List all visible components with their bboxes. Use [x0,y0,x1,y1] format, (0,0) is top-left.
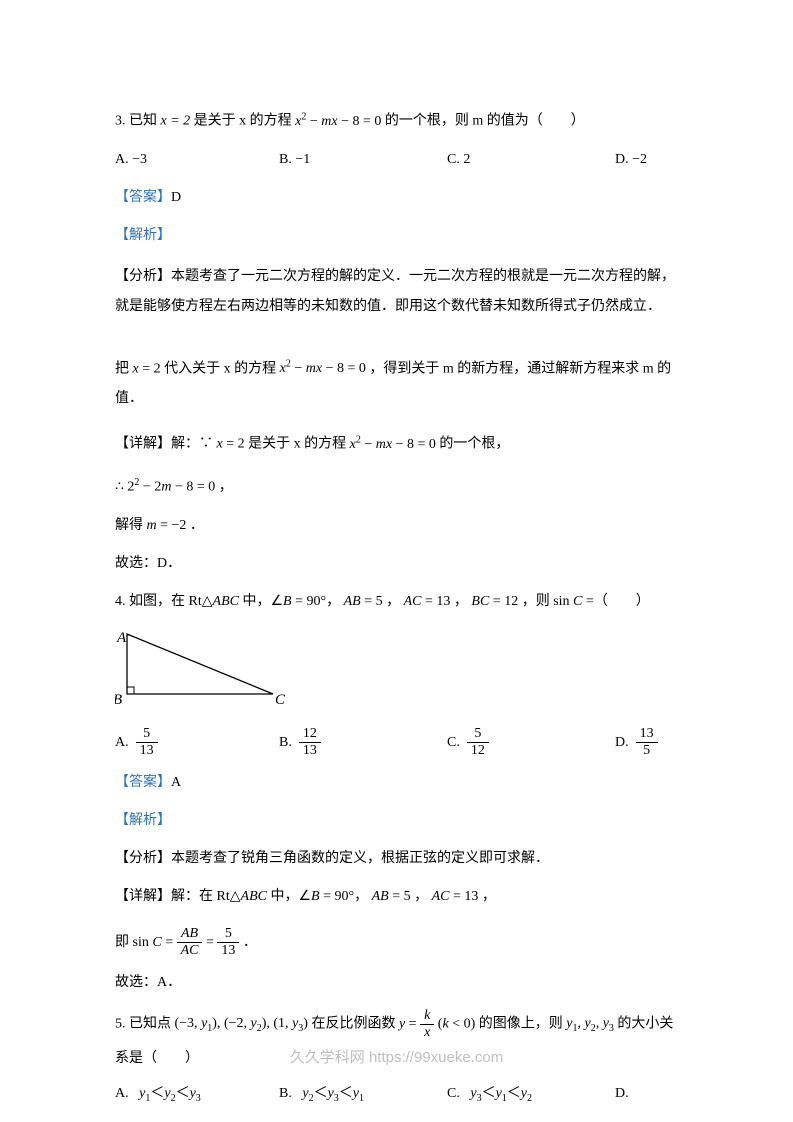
svg-text:A: A [116,632,127,646]
q4-hence: 故选：A． [115,971,678,995]
q4-sin: 即 sin C = ABAC = 513 ． [115,923,678,963]
q3-answer: 【答案】D [115,186,678,210]
q4-sin-n2: 5 [217,927,239,943]
q4-sin-prefix: 即 [115,935,129,950]
q5-opt-a: A. y1＜y2＜y3 [115,1082,279,1111]
q3-solve-eq: m = −2 [147,518,190,533]
q3-d-eq2: x2 − mx − 8 = 0 [350,437,440,452]
q4-answer: 【答案】A [115,771,678,795]
q5-opt-d: D. [615,1082,678,1111]
q4-d-den: 5 [636,743,658,758]
q4-jiexi: 【解析】 [115,809,678,833]
q4-sin-n1: AB [177,927,203,943]
q3-d-eq1: x = 2 [217,437,249,452]
q5-vars: y1, y2, y3 [566,1016,617,1031]
q3-eq1: x = 2 [161,114,194,129]
q3-solve: 解得 m = −2 ． [115,514,678,538]
q3-jiexi: 【解析】 [115,224,678,248]
q4-a-den: 13 [136,743,158,758]
q3-stem: 3. 已知 x = 2 是关于 x 的方程 x2 − mx − 8 = 0 的一… [115,105,678,134]
q4-triangle: A B C [115,632,295,712]
q5-opt-c: C. y3＜y1＜y2 [447,1082,615,1111]
q5-stem-prefix: 5. 已知点 [115,1016,171,1031]
q3-eq2: x2 − mx − 8 = 0 [295,114,385,129]
q4-opt-d: D. 135 [615,723,678,763]
q4-sin-d1: AC [177,943,203,958]
q5-stem-mid2: 的图像上，则 [479,1016,563,1031]
q3-opt-d: D. −2 [615,148,678,172]
q4-c-den: 12 [467,743,489,758]
q3-hence: 故选：D． [115,552,678,576]
q4-sin-d2: 13 [217,943,239,958]
q3-opt-d-val: −2 [632,152,647,167]
q4-d-num: 13 [636,727,658,743]
q4-ans-label: 【答案】 [115,775,171,790]
q4-ans-val: A [171,775,181,790]
q3-opt-a: A. −3 [115,148,279,172]
q4-detail: 【详解】解：在 Rt△ABC 中，∠B = 90°， AB = 5 ， AC =… [115,885,678,909]
q3-solve-label: 解得 [115,518,143,533]
q4-opt-a: A. 513 [115,723,279,763]
q4-a-num: 5 [136,727,158,743]
q5-opt-b: B. y2＜y3＜y1 [279,1082,447,1111]
q5-cond: (k < 0) [438,1016,479,1031]
q3-stem-suffix: 的一个根，则 m 的值为（ ） [385,114,585,129]
q4-stem: 4. 如图，在 Rt△ABC 中，∠B = 90°， AB = 5 ， AC =… [115,590,678,614]
svg-text:C: C [275,692,286,708]
q3-sub-eq2: x2 − mx − 8 = 0 [280,361,370,376]
svg-text:B: B [115,692,122,708]
q4-opt-c: C. 512 [447,723,615,763]
q4-sin-suffix: ． [243,935,257,950]
q4-c-num: 5 [467,727,489,743]
q3-ans-val: D [171,190,181,205]
q3-stem-mid1: 是关于 x 的方程 [194,114,292,129]
q3-d-mid1: 是关于 x 的方程 [248,437,346,452]
q3-sub-eq1: x = 2 [133,361,165,376]
q5-options: A. y1＜y2＜y3 B. y2＜y3＜y1 C. y3＜y1＜y2 D. [115,1082,678,1111]
q4-b-num: 12 [299,727,321,743]
q4-fenxi: 【分析】本题考查了锐角三角函数的定义，根据正弦的定义即可求解． [115,847,678,871]
q3-fenxi: 【分析】本题考查了一元二次方程的解的定义．一元二次方程的根就是一元二次方程的解，… [115,262,678,322]
q3-options: A. −3 B. −1 C. 2 D. −2 [115,148,678,172]
q3-detail-label: 【详解】解：∵ [115,437,213,452]
q5-fn: k [420,1009,434,1025]
watermark: 久久学科网 https://99xueke.com [0,1046,793,1067]
q4-opt-b: B. 1213 [279,723,447,763]
q5-fd: x [420,1025,434,1040]
q5-stem-mid: 在反比例函数 [311,1016,395,1031]
q3-d-suffix: 的一个根， [439,437,509,452]
q3-solve-suffix: ． [190,518,204,533]
q5-pts: (−3, y1), (−2, y2), (1, y3) [175,1016,312,1031]
q3-sub-mid: 代入关于 x 的方程 [164,361,276,376]
q4-options: A. 513 B. 1213 C. 512 D. 135 [115,723,678,763]
q3-opt-c: C. 2 [447,148,615,172]
q3-detail: 【详解】解：∵ x = 2 是关于 x 的方程 x2 − mx − 8 = 0 … [115,428,678,457]
q3-stem-prefix: 3. 已知 [115,114,157,129]
q3-opt-b: B. −1 [279,148,447,172]
q3-opt-c-val: 2 [463,152,470,167]
q3-ans-label: 【答案】 [115,190,171,205]
q3-sub: 把 x = 2 代入关于 x 的方程 x2 − mx − 8 = 0 ，得到关于… [115,350,678,415]
q3-sub-prefix: 把 [115,361,129,376]
q3-opt-a-val: −3 [132,152,147,167]
q3-opt-b-val: −1 [295,152,310,167]
q3-therefore: ∴ 22 − 2m − 8 = 0 ， [115,471,678,500]
q4-b-den: 13 [299,743,321,758]
